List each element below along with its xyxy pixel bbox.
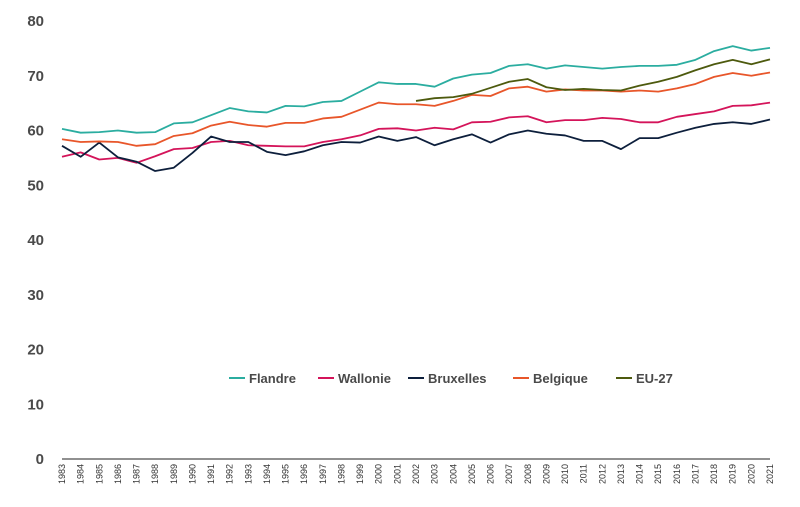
x-tick-label: 1993 xyxy=(243,464,253,484)
x-tick-label: 2010 xyxy=(560,464,570,484)
y-tick-label: 50 xyxy=(27,177,44,194)
x-axis: 1983 1984 1985 1986 1987 1988 1989 1990 1991 1992… xyxy=(57,464,775,484)
x-tick-label: 1997 xyxy=(318,464,328,484)
x-tick-label: 2020 xyxy=(746,464,756,484)
legend-item: Wallonie xyxy=(318,371,391,386)
x-tick-label: 1991 xyxy=(206,464,216,484)
x-tick-label: 2021 xyxy=(765,464,775,484)
x-tick-label: 2015 xyxy=(653,464,663,484)
series-line-bruxelles xyxy=(61,118,771,172)
x-tick-label: 2019 xyxy=(728,464,738,484)
y-tick-label: 30 xyxy=(27,287,44,304)
legend: Flandre Wallonie Bruxelles Belgique EU-27 xyxy=(229,371,673,386)
x-tick-label: 2002 xyxy=(411,464,421,484)
x-tick-label: 2005 xyxy=(467,464,477,484)
x-tick-label: 1995 xyxy=(281,464,291,484)
x-tick-label: 1989 xyxy=(169,464,179,484)
legend-label: EU-27 xyxy=(636,371,673,386)
x-tick-label: 1998 xyxy=(336,464,346,484)
y-tick-label: 20 xyxy=(27,342,44,359)
x-tick-label: 2008 xyxy=(523,464,533,484)
legend-label: Flandre xyxy=(249,371,296,386)
x-tick-label: 2003 xyxy=(430,464,440,484)
legend-item: Belgique xyxy=(513,371,588,386)
x-tick-label: 2016 xyxy=(672,464,682,484)
x-tick-label: 1984 xyxy=(76,464,86,484)
x-tick-label: 1992 xyxy=(225,464,235,484)
legend-item: Bruxelles xyxy=(408,371,487,386)
legend-label: Wallonie xyxy=(338,371,391,386)
y-tick-label: 80 xyxy=(27,13,44,30)
x-tick-label: 2012 xyxy=(597,464,607,484)
x-tick-label: 2011 xyxy=(579,464,589,483)
x-tick-label: 2006 xyxy=(486,464,496,484)
x-tick-label: 1983 xyxy=(57,464,67,484)
legend-label: Bruxelles xyxy=(428,371,487,386)
x-tick-label: 2013 xyxy=(616,464,626,484)
series-line-flandre xyxy=(61,45,771,134)
x-tick-label: 1996 xyxy=(299,464,309,484)
y-tick-label: 70 xyxy=(27,68,44,85)
y-tick-label: 0 xyxy=(36,451,44,468)
x-tick-label: 2014 xyxy=(635,464,645,484)
x-tick-label: 2004 xyxy=(448,464,458,484)
x-tick-label: 2009 xyxy=(541,464,551,484)
y-axis: 0 10 20 30 40 50 60 70 80 xyxy=(27,13,44,468)
x-tick-label: 1994 xyxy=(262,464,272,484)
x-tick-label: 1990 xyxy=(187,464,197,484)
x-tick-label: 2018 xyxy=(709,464,719,484)
x-tick-label: 2001 xyxy=(392,464,402,484)
series-lines xyxy=(61,45,771,172)
x-tick-label: 2007 xyxy=(504,464,514,484)
y-tick-label: 40 xyxy=(27,232,44,249)
y-tick-label: 10 xyxy=(27,396,44,413)
legend-item: EU-27 xyxy=(616,371,673,386)
legend-label: Belgique xyxy=(533,371,588,386)
x-tick-label: 2000 xyxy=(374,464,384,484)
x-tick-label: 1987 xyxy=(132,464,142,484)
legend-item: Flandre xyxy=(229,371,296,386)
x-tick-label: 1985 xyxy=(94,464,104,484)
series-line-eu-27 xyxy=(415,58,771,102)
x-tick-label: 2017 xyxy=(690,464,700,484)
x-tick-label: 1999 xyxy=(355,464,365,484)
x-tick-label: 1988 xyxy=(150,464,160,484)
y-tick-label: 60 xyxy=(27,123,44,140)
series-line-belgique xyxy=(61,71,771,147)
series-line-wallonie xyxy=(61,101,771,164)
x-tick-label: 1986 xyxy=(113,464,123,484)
